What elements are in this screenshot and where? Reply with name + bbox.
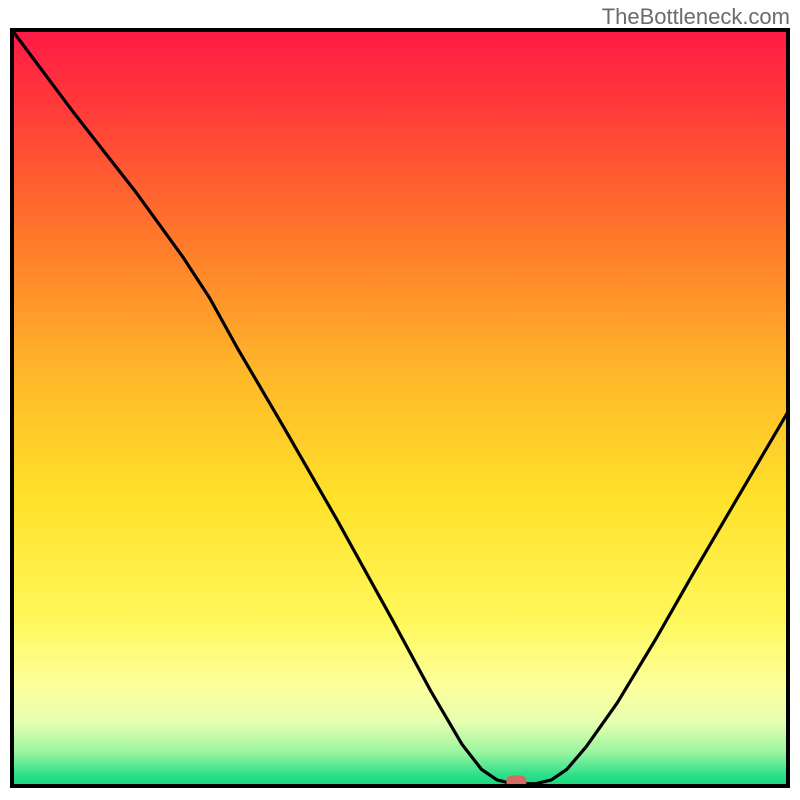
chart-svg <box>0 0 800 800</box>
watermark-text: TheBottleneck.com <box>602 4 790 30</box>
gradient-background <box>12 30 788 786</box>
bottleneck-chart: TheBottleneck.com <box>0 0 800 800</box>
